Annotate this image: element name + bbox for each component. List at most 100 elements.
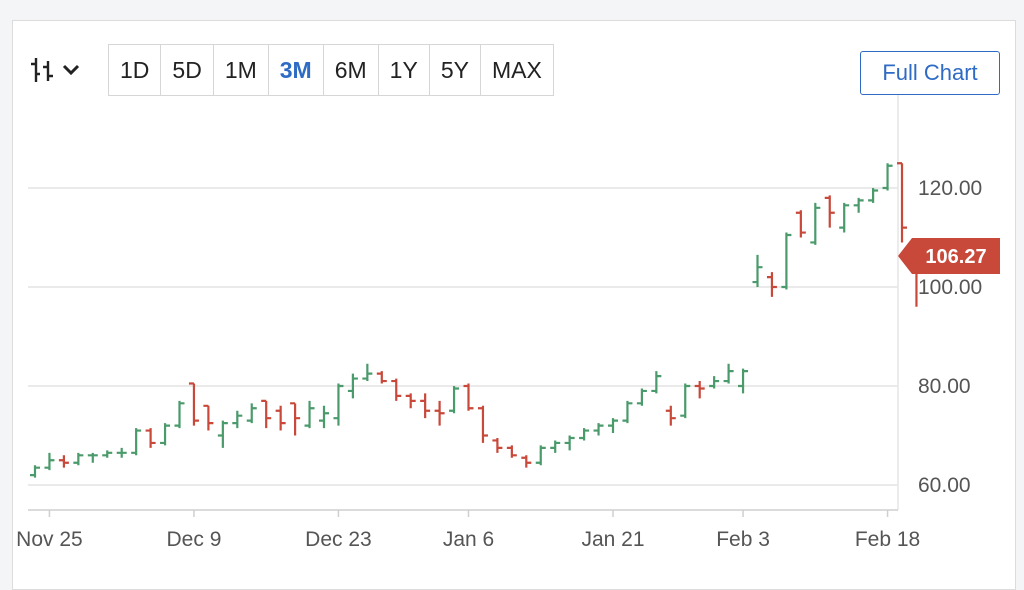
ohlc-bar-path [44, 452, 55, 471]
ohlc-bar-path [160, 423, 171, 446]
range-button-1d[interactable]: 1D [109, 45, 162, 95]
ohlc-bar-path [723, 363, 734, 384]
ohlc-bar [839, 202, 850, 233]
ohlc-bar-path [810, 202, 821, 245]
ohlc-bar [160, 423, 171, 446]
ohlc-bar [116, 447, 127, 458]
ohlc-bar [665, 405, 676, 426]
ohlc-bar [564, 435, 575, 451]
range-button-6m[interactable]: 6M [323, 45, 379, 95]
ohlc-bar-path [477, 405, 488, 443]
y-tick-label: 120.00 [918, 177, 982, 200]
ohlc-bar-path [492, 437, 503, 453]
ohlc-bar-path [434, 400, 445, 426]
ohlc-bar-path [694, 381, 705, 399]
ohlc-bar-path [622, 400, 633, 424]
ohlc-bar [58, 455, 69, 468]
ohlc-bar [391, 378, 402, 401]
ohlc-bar-path [636, 388, 647, 406]
ohlc-bar [810, 202, 821, 245]
x-tick-label: Nov 25 [16, 528, 83, 551]
ohlc-bar-path [174, 400, 185, 429]
y-tick-label: 80.00 [918, 375, 971, 398]
ohlc-bar-path [203, 404, 214, 431]
ohlc-bar-path [882, 163, 893, 191]
ohlc-bar [275, 405, 286, 431]
ohlc-bar-path [897, 162, 907, 243]
ohlc-bar-path [116, 447, 127, 458]
ohlc-bar [145, 428, 156, 448]
ohlc-bar [738, 368, 749, 394]
ohlc-bar [868, 188, 879, 203]
ohlc-bar [463, 383, 474, 411]
ohlc-bar-path [824, 195, 835, 228]
ohlc-bars-icon [28, 55, 62, 85]
ohlc-bar-path [145, 428, 156, 448]
chart-toolbar: 1D 5D 1M 3M 6M 1Y 5Y MAX [28, 44, 554, 96]
ohlc-bar-path [30, 465, 40, 478]
ohlc-bar-path [593, 423, 604, 436]
range-button-1m[interactable]: 1M [213, 45, 269, 95]
ohlc-bar [882, 163, 893, 191]
range-button-5d[interactable]: 5D [161, 45, 214, 95]
ohlc-bar [304, 400, 315, 429]
ohlc-bar [636, 388, 647, 406]
ohlc-bar-path [290, 402, 301, 436]
y-tick-label: 60.00 [918, 474, 971, 497]
ohlc-bar-path [405, 393, 416, 409]
ohlc-bar [608, 418, 618, 434]
chevron-down-icon [62, 63, 80, 77]
x-tick-label: Jan 6 [443, 528, 494, 551]
ohlc-bar [651, 371, 662, 394]
ohlc-bar [405, 393, 416, 409]
ohlc-bar [203, 404, 214, 431]
range-button-max[interactable]: MAX [480, 45, 553, 95]
ohlc-bar [73, 452, 84, 466]
ohlc-bar-path [795, 210, 806, 238]
ohlc-bar-path [87, 452, 98, 463]
ohlc-bar [174, 400, 185, 429]
ohlc-bar [290, 402, 301, 436]
ohlc-bar-path [304, 400, 315, 429]
ohlc-bar-path [853, 197, 864, 213]
range-button-3m[interactable]: 3M [268, 45, 324, 95]
ohlc-bar-path [608, 418, 618, 434]
ohlc-bar-path [362, 363, 373, 382]
ohlc-bar-path [868, 188, 879, 203]
ohlc-bar [622, 400, 633, 424]
ohlc-bar [131, 428, 142, 456]
ohlc-bar [897, 162, 907, 243]
ohlc-bar-path [535, 445, 546, 466]
ohlc-bar [752, 254, 763, 287]
ohlc-bar [217, 420, 228, 448]
ohlc-bar [550, 440, 561, 453]
ohlc-bar-path [232, 410, 243, 429]
ohlc-bar [680, 383, 691, 419]
ohlc-bar-path [521, 455, 532, 468]
ohlc-bar [87, 452, 98, 463]
ohlc-bar [333, 383, 344, 426]
ohlc-bar-path [550, 440, 561, 453]
ohlc-bar [579, 428, 590, 441]
ohlc-bar [319, 405, 329, 429]
x-tick-label: Dec 9 [167, 528, 222, 551]
ohlc-bar [362, 363, 373, 382]
ohlc-bar [449, 386, 460, 414]
ohlc-bar-path [376, 371, 387, 384]
range-button-5y[interactable]: 5Y [429, 45, 481, 95]
ohlc-bar-path [261, 399, 272, 429]
ohlc-bar-path [333, 383, 344, 426]
ohlc-bar-path [131, 428, 142, 456]
ohlc-bar [795, 210, 806, 238]
y-tick-label: 100.00 [918, 276, 982, 299]
last-price-badge [898, 237, 1000, 274]
chart-card [12, 20, 1016, 590]
ohlc-bar [477, 405, 488, 443]
ohlc-bar-path [680, 383, 691, 419]
range-button-1y[interactable]: 1Y [378, 45, 430, 95]
full-chart-button[interactable]: Full Chart [860, 51, 1000, 95]
ohlc-bar [694, 381, 705, 399]
chart-type-dropdown[interactable] [28, 44, 98, 96]
ohlc-bar-path [73, 452, 84, 466]
